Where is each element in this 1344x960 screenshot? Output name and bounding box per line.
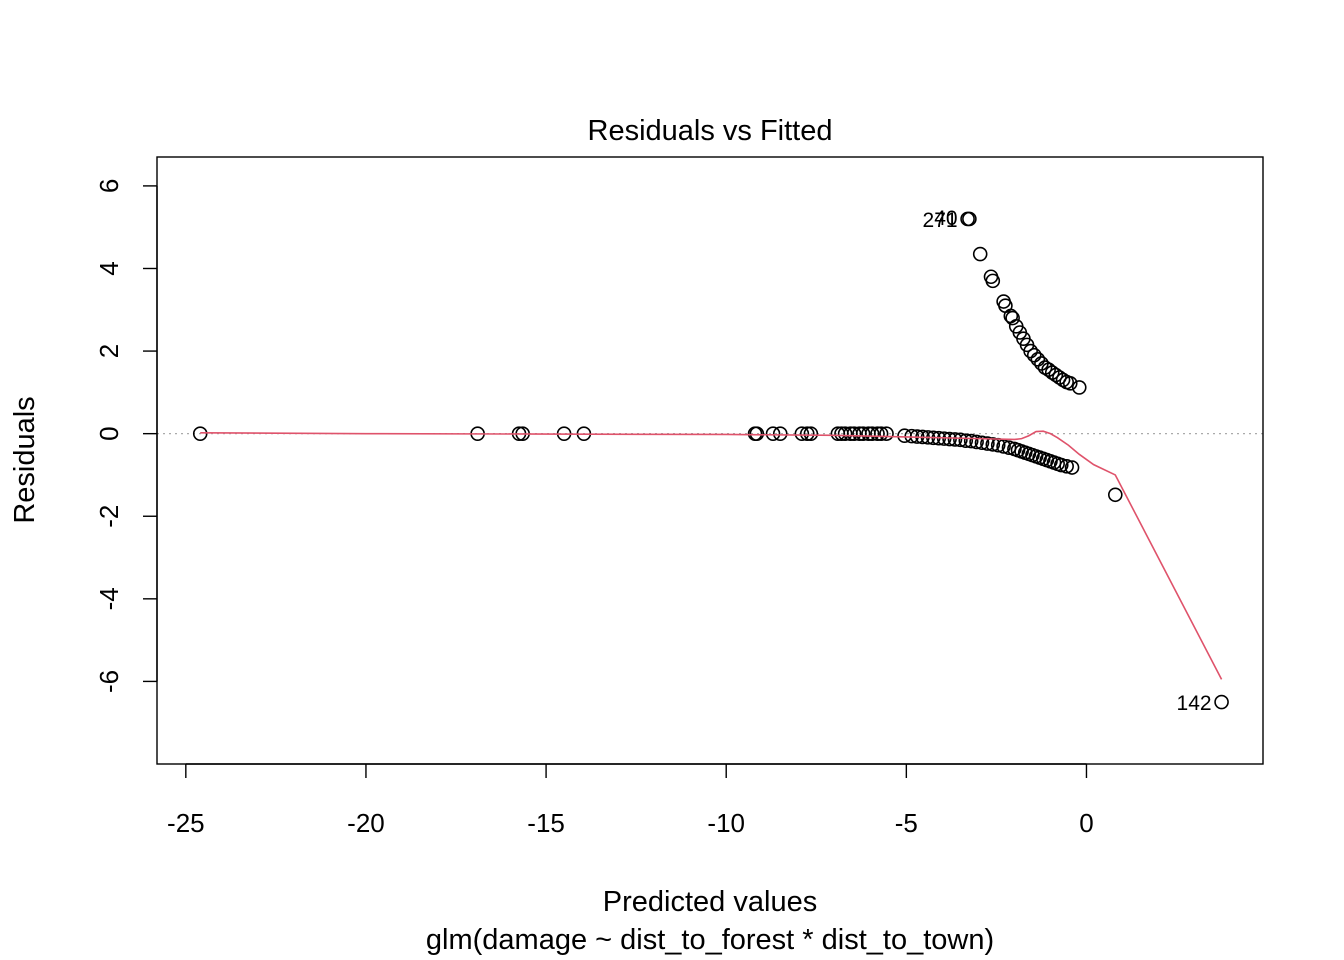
residual-point (963, 433, 979, 449)
point-label: 271 (923, 209, 958, 232)
plot-frame (156, 156, 1264, 765)
point-label: 142 (1177, 692, 1212, 715)
residual-point (953, 432, 968, 448)
residual-point (980, 436, 995, 451)
residual-point (772, 426, 788, 441)
residual-point (1044, 365, 1060, 380)
residual-point (837, 426, 853, 441)
residual-point (1048, 367, 1064, 383)
x-tick-label: -20 (347, 808, 385, 838)
residual-point (1053, 457, 1069, 473)
residual-point (1107, 487, 1123, 503)
y-tick-label: 6 (94, 179, 124, 193)
residual-point (749, 426, 765, 441)
x-tick-label: -15 (527, 808, 565, 838)
residual-point (958, 433, 974, 448)
y-tick-label: -6 (94, 670, 124, 693)
residual-point (1064, 460, 1080, 475)
smoothed-trend-line (200, 430, 1223, 680)
x-axis-label: Predicted values (603, 886, 817, 918)
residual-point (1059, 458, 1074, 474)
residual-point (1026, 347, 1042, 363)
residual-point (1071, 380, 1087, 395)
y-tick-label: -4 (94, 587, 124, 610)
residual-point (1005, 310, 1020, 326)
residual-point (969, 434, 984, 450)
x-tick-label: -25 (167, 808, 205, 838)
residual-point (1023, 343, 1038, 359)
x-tick-label: -10 (707, 808, 745, 838)
y-tick-label: 4 (94, 261, 124, 275)
residual-point (803, 426, 819, 441)
residual-point (846, 426, 862, 441)
x-tick-label: 0 (1079, 808, 1093, 838)
y-tick-label: 0 (94, 426, 124, 440)
model-formula-subtitle: glm(damage ~ dist_to_forest * dist_to_to… (426, 924, 994, 956)
residual-point (904, 428, 920, 444)
residual-point (873, 426, 889, 441)
residual-point (799, 426, 815, 441)
residual-point (855, 426, 871, 441)
x-axis: -25 -20 -15 -10 -5 0 (167, 763, 1094, 838)
y-tick-label: -2 (94, 505, 124, 528)
residual-point (1062, 375, 1078, 391)
residual-point (985, 437, 1001, 452)
point-label: 40 (934, 207, 957, 230)
y-tick-label: 2 (94, 344, 124, 358)
residual-point (974, 435, 990, 451)
residual-point (1214, 694, 1229, 710)
residual-point (864, 426, 880, 441)
residual-point (972, 246, 988, 262)
x-tick-label: -5 (895, 808, 918, 838)
residual-point (985, 273, 1001, 289)
y-axis-label: Residuals (9, 396, 41, 523)
residual-point (1030, 352, 1046, 367)
residual-point (879, 426, 894, 441)
residual-point (794, 426, 810, 441)
residual-point (765, 426, 781, 441)
residual-point (947, 432, 963, 447)
residual-point (942, 431, 957, 447)
y-axis: -6 -4 -2 0 2 4 6 (94, 179, 158, 693)
residual-point (962, 211, 977, 227)
residual-points (192, 211, 1229, 710)
chart-title: Residuals vs Fitted (588, 115, 833, 147)
residual-point (870, 426, 885, 441)
